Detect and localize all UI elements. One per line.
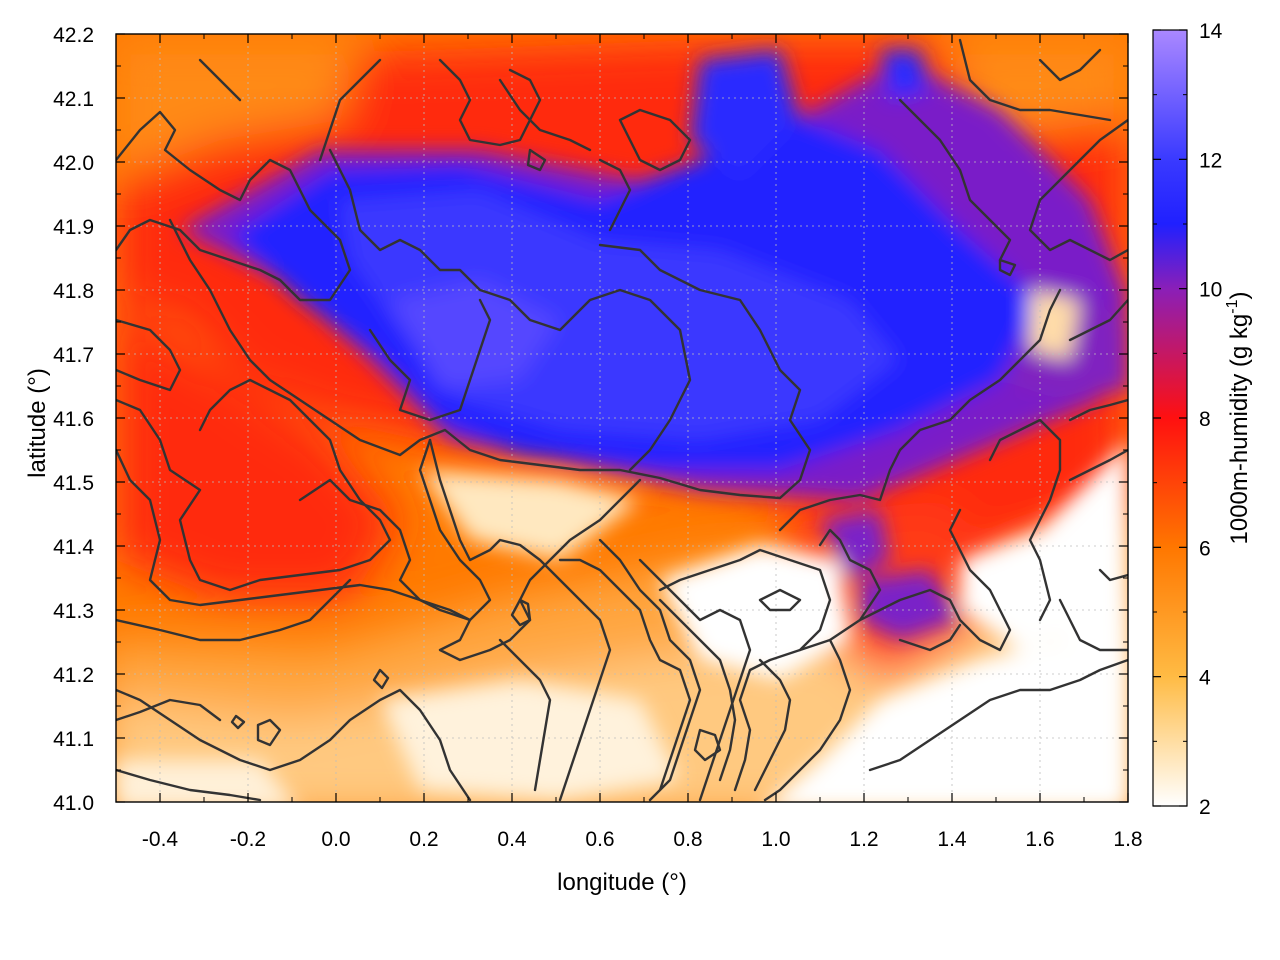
x-tick-labels: -0.4 -0.2 0.0 0.2 0.4 0.6 0.8 1.0 1.2 1.4 1.6 1.8 bbox=[142, 828, 1143, 851]
y-tick-label: 41.4 bbox=[53, 536, 94, 559]
x-tick-label: 1.2 bbox=[849, 828, 878, 851]
x-tick-label: 1.8 bbox=[1113, 828, 1142, 851]
colorbar-tick-labels: 2 4 6 8 10 12 14 bbox=[1199, 20, 1223, 819]
contour-lines bbox=[116, 38, 1128, 802]
y-tick-label: 41.9 bbox=[53, 216, 94, 239]
colorbar-tick-label: 8 bbox=[1199, 408, 1211, 431]
y-axis-title: latitude (°) bbox=[24, 368, 51, 478]
y-tick-label: 41.0 bbox=[53, 792, 94, 815]
colorbar: 2 4 6 8 10 12 14 1000m-humidity (g kg-1) bbox=[1152, 20, 1253, 819]
x-tick-label: 0.6 bbox=[585, 828, 614, 851]
x-tick-label: 0.8 bbox=[673, 828, 702, 851]
colorbar-tick-label: 10 bbox=[1199, 279, 1222, 302]
colorbar-tick-label: 2 bbox=[1199, 796, 1211, 819]
y-tick-label: 41.1 bbox=[53, 728, 94, 751]
colorbar-title-superscript: -1 bbox=[1224, 299, 1241, 313]
y-tick-labels: 41.0 41.1 41.2 41.3 41.4 41.5 41.6 41.7 41.8 41.9… bbox=[53, 24, 94, 815]
y-tick-label: 41.7 bbox=[53, 344, 94, 367]
x-tick-label: 1.6 bbox=[1025, 828, 1054, 851]
tick-marks bbox=[115, 33, 1129, 803]
colorbar-tick-label: 12 bbox=[1199, 149, 1222, 172]
colorbar-tick-label: 6 bbox=[1199, 537, 1211, 560]
colorbar-tick-label: 4 bbox=[1199, 667, 1211, 690]
colorbar-title: 1000m-humidity (g kg-1) bbox=[1224, 292, 1253, 545]
x-tick-label: 0.4 bbox=[497, 828, 527, 851]
y-tick-label: 41.8 bbox=[53, 280, 94, 303]
y-tick-label: 41.5 bbox=[53, 472, 94, 495]
colorbar-title-suffix: ) bbox=[1226, 292, 1253, 300]
y-tick-label: 42.0 bbox=[53, 152, 94, 175]
y-tick-label: 41.3 bbox=[53, 600, 94, 623]
x-tick-label: 1.0 bbox=[761, 828, 790, 851]
colorbar-tick-label: 14 bbox=[1199, 20, 1223, 43]
humidity-heatmap bbox=[116, 34, 1128, 802]
y-tick-label: 41.6 bbox=[53, 408, 94, 431]
x-axis-title: longitude (°) bbox=[557, 869, 687, 896]
y-tick-label: 42.1 bbox=[53, 88, 94, 111]
x-tick-label: 0.2 bbox=[409, 828, 438, 851]
colorbar-ticks bbox=[1153, 29, 1187, 807]
y-tick-label: 42.2 bbox=[53, 24, 94, 47]
y-tick-label: 41.2 bbox=[53, 664, 94, 687]
x-tick-label: -0.4 bbox=[142, 828, 179, 851]
x-tick-label: 0.0 bbox=[321, 828, 350, 851]
x-tick-label: -0.2 bbox=[230, 828, 266, 851]
x-tick-label: 1.4 bbox=[937, 828, 967, 851]
